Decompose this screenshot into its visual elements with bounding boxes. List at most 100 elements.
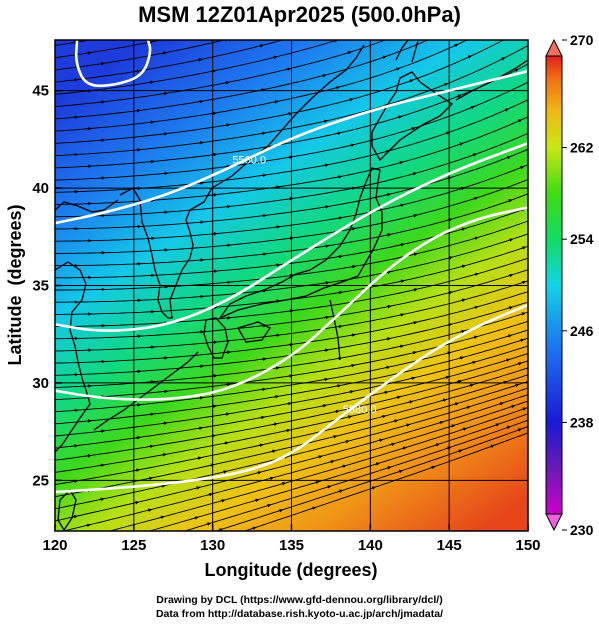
wind-arrow — [399, 344, 404, 349]
wind-arrow — [86, 559, 90, 560]
wind-arrow — [192, 547, 196, 548]
wind-arrow — [100, 100, 106, 104]
wind-arrow — [100, 429, 106, 433]
contour-line — [55, 142, 528, 332]
wind-arrow — [500, 57, 506, 61]
wind-arrow — [195, 486, 201, 490]
wind-arrow — [473, 196, 479, 201]
wind-arrow — [381, 414, 387, 419]
wind-arrow — [336, 384, 342, 388]
wind-arrow — [412, 288, 418, 292]
wind-arrow — [251, 526, 257, 531]
wind-arrow — [159, 515, 165, 520]
streamline — [55, 394, 528, 522]
streamline — [61, 400, 528, 531]
wind-arrow — [521, 246, 527, 250]
wind-arrow — [447, 323, 453, 327]
wind-arrow — [208, 492, 213, 497]
wind-arrow — [323, 377, 329, 382]
wind-arrow — [222, 470, 228, 474]
wind-arrow — [444, 375, 450, 380]
wind-arrow — [211, 69, 216, 73]
streamline — [55, 374, 528, 486]
wind-arrow — [454, 402, 459, 406]
colorbar-tick-label: 230 — [570, 522, 594, 538]
wind-arrow — [266, 503, 272, 508]
wind-arrow — [390, 442, 396, 447]
shikoku-coastline — [237, 321, 271, 343]
wind-arrow — [323, 163, 329, 167]
wind-arrow — [210, 28, 214, 29]
wind-arrow — [349, 390, 354, 394]
wind-arrow — [206, 522, 211, 526]
wind-arrow — [162, 421, 168, 426]
streamline — [183, 419, 528, 531]
wind-arrow — [505, 358, 511, 362]
wind-arrow — [337, 175, 343, 179]
wind-arrow — [514, 383, 520, 388]
colorbar-tick-label: 238 — [570, 414, 594, 430]
wind-arrow — [517, 119, 522, 123]
wind-arrow — [275, 263, 281, 267]
wind-arrow — [471, 360, 477, 365]
wind-arrow — [334, 409, 340, 414]
wind-arrow — [268, 476, 274, 481]
wind-arrow — [405, 423, 411, 427]
wind-arrow — [134, 500, 140, 505]
streamline — [55, 193, 528, 267]
y-axis-title: Latitude (degrees) — [5, 204, 25, 365]
streamline — [55, 245, 528, 315]
wind-arrow — [406, 30, 410, 32]
streamline — [55, 40, 430, 120]
wind-arrow — [197, 58, 203, 62]
wind-arrow — [408, 79, 414, 83]
wind-arrow — [149, 412, 155, 417]
streamline — [55, 353, 528, 449]
china-north-coastline — [55, 199, 119, 213]
y-tick-label: 45 — [32, 83, 49, 100]
wind-arrow — [517, 428, 522, 432]
streamline — [147, 413, 528, 531]
wind-arrow — [397, 115, 403, 119]
wind-arrow — [272, 55, 278, 60]
wind-arrow — [148, 476, 153, 481]
wind-arrow — [324, 315, 330, 320]
wind-arrow — [525, 386, 528, 391]
streamline — [55, 257, 528, 328]
wind-arrow — [85, 523, 91, 528]
wind-arrow — [381, 55, 387, 60]
wind-arrow — [460, 227, 466, 231]
wind-arrow — [456, 379, 462, 384]
wind-arrow — [259, 44, 264, 48]
x-axis-title: Longitude (degrees) — [204, 560, 377, 580]
streamline — [55, 360, 528, 461]
wind-arrow — [98, 567, 102, 568]
wind-arrow — [459, 356, 464, 360]
wind-arrow — [379, 7, 383, 9]
wind-arrow — [132, 567, 136, 568]
map-title: MSM 12Z01Apr2025 (500.0hPa) — [138, 2, 461, 27]
wind-arrow — [386, 192, 391, 197]
x-tick-label: 125 — [121, 537, 146, 554]
contour-line — [55, 206, 528, 401]
wind-arrow — [332, 434, 338, 439]
wind-arrow — [350, 333, 356, 337]
wind-arrow — [350, 363, 356, 368]
wind-arrow — [320, 28, 324, 29]
wind-arrow — [161, 452, 167, 457]
geopotential-contours: 5500.0 5880.0 — [55, 40, 528, 494]
wind-arrow — [453, 43, 459, 48]
wind-arrow — [260, 88, 266, 92]
wind-arrow — [510, 404, 516, 409]
streamline — [214, 426, 528, 531]
wind-arrow — [435, 443, 440, 447]
wind-arrow — [430, 465, 436, 470]
wind-arrow — [510, 15, 514, 17]
wind-arrow — [386, 337, 391, 341]
wind-arrow — [261, 173, 267, 178]
wind-arrow — [321, 73, 327, 78]
wind-arrow — [473, 236, 479, 240]
wind-arrow — [99, 61, 105, 66]
contour-label: 5500.0 — [232, 155, 266, 167]
streamline — [55, 40, 469, 132]
